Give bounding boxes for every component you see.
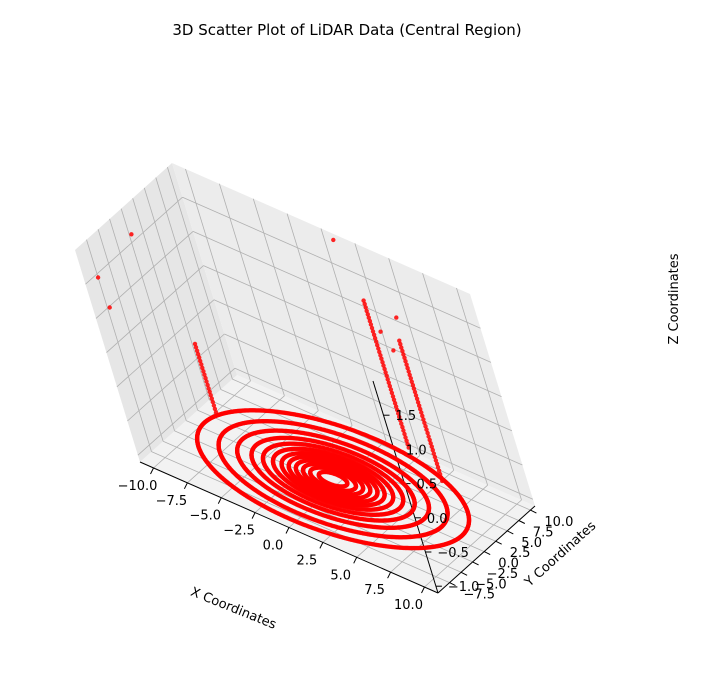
ring-point: [387, 502, 392, 507]
x-tick-label: 5.0: [330, 568, 351, 583]
scatter-points: [95, 232, 472, 551]
x-grid-line: [422, 273, 488, 486]
y-grid-line: [132, 198, 199, 411]
x-tick-label: 0.0: [263, 539, 284, 554]
z-grid-line: [234, 367, 534, 500]
x-tick-label: 7.5: [364, 583, 385, 598]
isolated-point: [378, 329, 383, 334]
z-tick-label: 0.0: [427, 512, 448, 527]
x-tick: [217, 497, 222, 504]
x-tick-label: −2.5: [223, 524, 255, 539]
x-tick-label: 2.5: [297, 553, 318, 568]
x-grid-line: [354, 243, 421, 456]
ring-point: [344, 483, 349, 488]
isolated-point: [391, 348, 396, 353]
z-grid-line: [116, 299, 215, 388]
y-tick-label: 10.0: [544, 515, 573, 530]
y-tick: [460, 571, 468, 576]
ring-point: [421, 517, 426, 522]
x-tick: [421, 586, 425, 594]
y-grid-line: [167, 166, 233, 380]
y-grid-line: [97, 229, 164, 442]
ring-point: [379, 498, 384, 504]
x-tick-label: −10.0: [118, 479, 158, 494]
ring-point: [352, 486, 357, 492]
z-tick-label: 1.0: [406, 443, 427, 458]
ring-point: [372, 495, 377, 501]
isolated-point: [129, 232, 134, 237]
y-tick: [483, 551, 491, 556]
x-tick: [353, 557, 358, 564]
x-grid-line: [388, 258, 455, 471]
y-grid-line: [151, 451, 450, 583]
isolated-point: [394, 315, 399, 320]
pole-point: [192, 341, 198, 347]
x-grid-line: [456, 287, 522, 501]
x-grid-line: [219, 183, 285, 396]
y-tick: [530, 509, 537, 514]
z-grid-line: [192, 231, 492, 363]
ring-point: [365, 492, 371, 498]
x-tick: [251, 512, 256, 519]
x-grid-line: [252, 198, 319, 411]
pole-point: [397, 338, 402, 343]
z-tick-label: −0.5: [437, 546, 469, 561]
x-tick: [183, 482, 188, 490]
x-grid-line: [185, 168, 251, 382]
ring-point: [459, 534, 464, 539]
y-grid-line: [86, 239, 152, 452]
ring-point: [407, 511, 413, 516]
x-tick: [387, 571, 392, 579]
pole-point: [361, 298, 366, 303]
z-grid-line: [213, 299, 513, 432]
z-grid-line: [85, 196, 183, 285]
z-grid-line: [182, 196, 481, 329]
y-tick: [472, 561, 479, 566]
z-grid-line: [137, 367, 236, 456]
x-tick-label: −7.5: [156, 494, 188, 509]
chart-title: 3D Scatter Plot of LiDAR Data (Central R…: [172, 21, 521, 39]
y-tick: [507, 530, 514, 535]
y-grid-line: [109, 218, 175, 432]
y-tick: [495, 540, 502, 545]
y-tick: [449, 582, 456, 587]
y-grid-line: [232, 378, 531, 511]
y-grid-line: [143, 187, 210, 401]
z-grid-line: [95, 231, 194, 319]
z-grid-line: [203, 265, 502, 397]
x-tick-label: 10.0: [394, 598, 423, 613]
z-tick-label: 1.5: [396, 409, 417, 424]
ring-point: [438, 525, 444, 530]
x-tick: [285, 527, 290, 534]
z-grid-line: [106, 265, 204, 353]
y-grid-line: [120, 208, 187, 421]
isolated-point: [95, 275, 101, 280]
isolated-point: [331, 237, 336, 243]
y-tick: [518, 520, 526, 524]
x-tick: [150, 467, 154, 475]
x-tick-label: −5.0: [190, 509, 222, 524]
isolated-point: [107, 305, 112, 310]
x-grid-line: [286, 213, 353, 426]
x-tick: [319, 542, 324, 549]
x-grid-line: [320, 228, 387, 441]
ring-point: [396, 506, 402, 511]
z-grid-line: [224, 333, 523, 466]
z-grid-line: [127, 333, 225, 422]
y-grid-line: [155, 177, 222, 390]
ring-point: [358, 489, 364, 495]
z-axis-label: Z Coordinates: [667, 253, 682, 344]
z-tick-label: 0.5: [417, 478, 438, 493]
z-tick-label: −1.0: [448, 580, 480, 595]
